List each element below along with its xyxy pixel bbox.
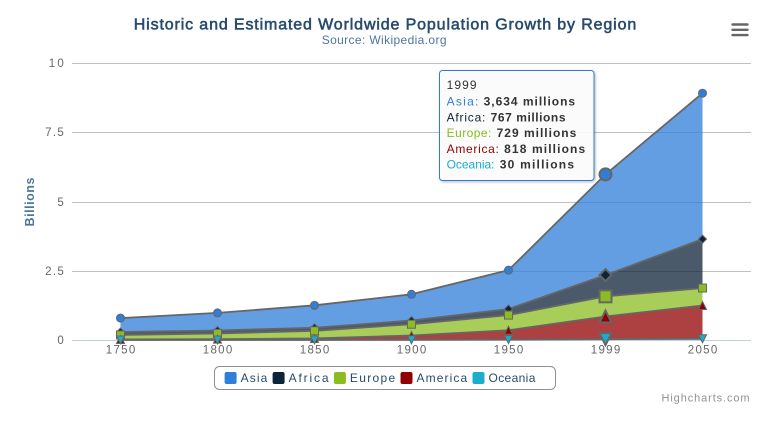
- svg-text:0: 0: [57, 335, 63, 347]
- svg-text:Oceania: Oceania: [489, 371, 536, 385]
- svg-text:2.5: 2.5: [45, 266, 64, 278]
- svg-text:America:: America:: [447, 142, 499, 156]
- svg-text:Europe:: Europe:: [447, 126, 492, 140]
- svg-text:Highcharts.com: Highcharts.com: [661, 393, 750, 405]
- svg-text:1999: 1999: [591, 345, 621, 357]
- svg-text:Africa: Africa: [289, 371, 329, 385]
- svg-text:1900: 1900: [397, 345, 427, 357]
- svg-text:Oceania:: Oceania:: [447, 158, 495, 172]
- svg-text:Source: Wikipedia.org: Source: Wikipedia.org: [322, 33, 447, 47]
- svg-text:7.5: 7.5: [45, 127, 64, 139]
- svg-text:Asia: Asia: [241, 371, 268, 385]
- svg-text:1999: 1999: [447, 78, 477, 92]
- svg-text:3,634 millions: 3,634 millions: [484, 95, 576, 109]
- svg-text:818 millions: 818 millions: [504, 142, 585, 156]
- svg-text:729 millions: 729 millions: [497, 126, 577, 140]
- svg-text:Billions: Billions: [23, 178, 37, 227]
- svg-text:1750: 1750: [106, 345, 136, 357]
- svg-text:Asia:: Asia:: [447, 95, 479, 109]
- svg-text:5: 5: [57, 197, 63, 209]
- svg-text:767 millions: 767 millions: [491, 110, 566, 124]
- svg-text:America: America: [417, 371, 468, 385]
- svg-text:1850: 1850: [300, 345, 330, 357]
- svg-text:1800: 1800: [203, 345, 233, 357]
- svg-text:2050: 2050: [688, 345, 718, 357]
- svg-text:Africa:: Africa:: [447, 110, 486, 124]
- svg-text:Europe: Europe: [350, 371, 396, 385]
- svg-text:Historic and Estimated Worldwi: Historic and Estimated Worldwide Populat…: [134, 16, 637, 33]
- svg-text:30 millions: 30 millions: [500, 158, 575, 172]
- svg-text:1950: 1950: [494, 345, 524, 357]
